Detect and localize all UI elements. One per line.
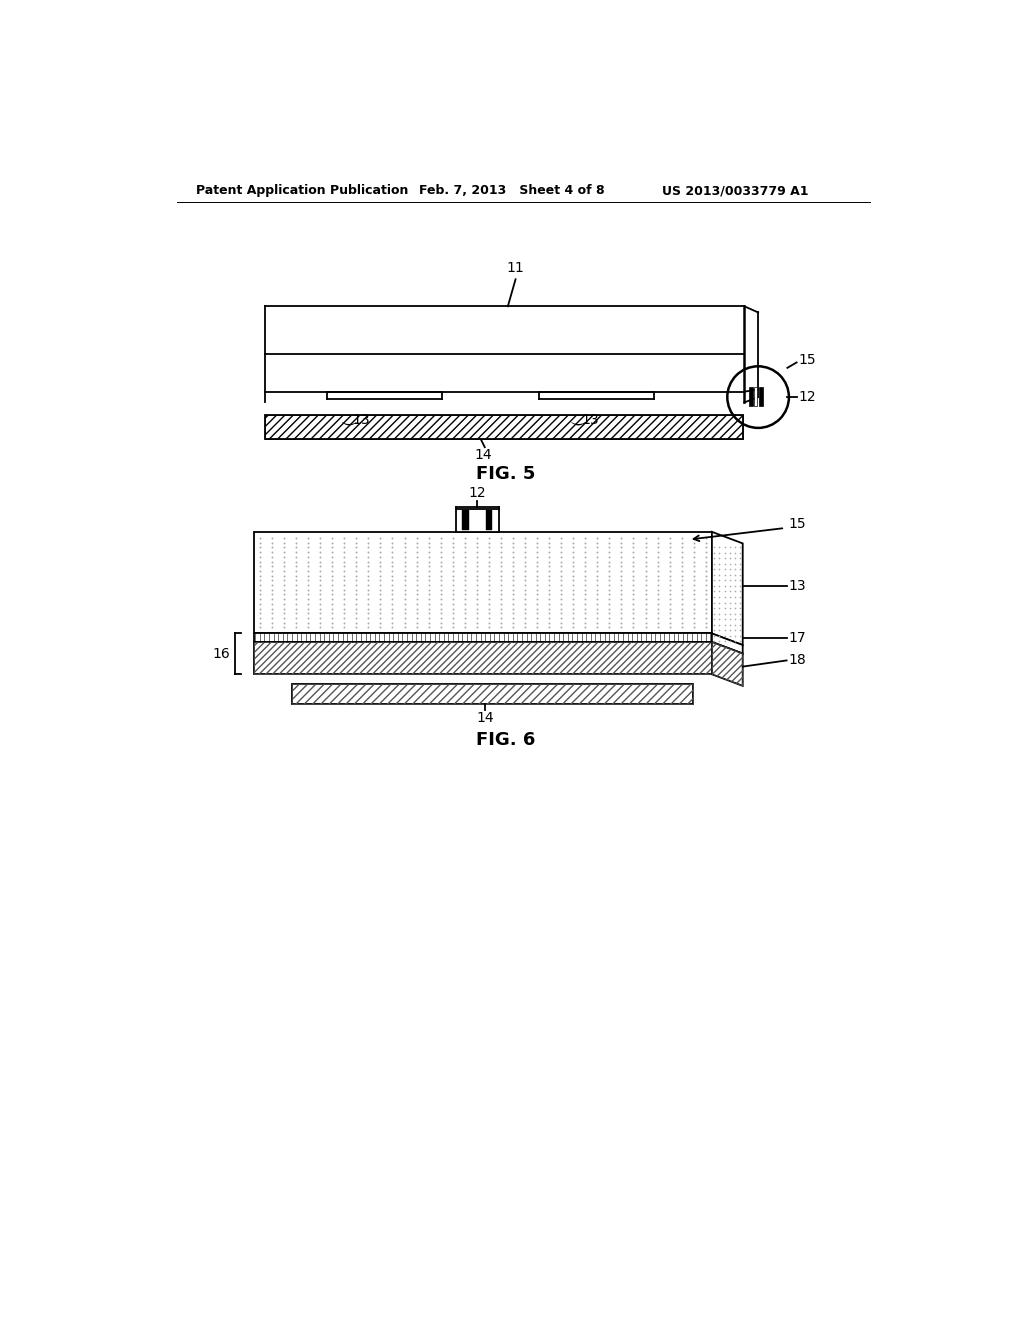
Text: 15: 15 <box>799 354 816 367</box>
Polygon shape <box>712 642 742 686</box>
Bar <box>292 684 692 704</box>
Bar <box>265 414 742 440</box>
Bar <box>485 511 493 531</box>
Text: 13: 13 <box>352 412 370 426</box>
Bar <box>254 634 712 642</box>
Text: 12: 12 <box>468 486 485 499</box>
Text: US 2013/0033779 A1: US 2013/0033779 A1 <box>662 185 808 197</box>
Bar <box>755 387 758 407</box>
Text: 17: 17 <box>788 631 807 645</box>
Text: 12: 12 <box>799 391 816 404</box>
Text: 14: 14 <box>474 447 493 462</box>
Polygon shape <box>712 532 742 645</box>
Bar <box>254 642 712 675</box>
Bar <box>292 684 692 704</box>
Text: 13: 13 <box>788 578 807 593</box>
Polygon shape <box>712 634 742 653</box>
Text: Patent Application Publication: Patent Application Publication <box>196 185 409 197</box>
Text: 15: 15 <box>788 517 807 531</box>
Text: $\mathsf{\mathit{\smile}}$: $\mathsf{\mathit{\smile}}$ <box>337 412 358 430</box>
Text: $\mathsf{\mathit{\smile}}$: $\mathsf{\mathit{\smile}}$ <box>565 412 587 430</box>
Text: 11: 11 <box>507 261 524 276</box>
Bar <box>749 387 753 407</box>
Bar <box>254 532 712 634</box>
Text: FIG. 5: FIG. 5 <box>476 465 536 483</box>
Text: 14: 14 <box>476 711 494 725</box>
Text: 16: 16 <box>213 647 230 661</box>
Bar <box>254 642 712 675</box>
Bar <box>463 511 469 531</box>
Text: Feb. 7, 2013   Sheet 4 of 8: Feb. 7, 2013 Sheet 4 of 8 <box>419 185 605 197</box>
Bar <box>457 508 499 532</box>
Bar <box>265 414 742 440</box>
Text: 18: 18 <box>788 653 807 668</box>
Bar <box>759 387 763 407</box>
Text: 13: 13 <box>581 412 599 426</box>
Text: FIG. 6: FIG. 6 <box>476 731 536 748</box>
